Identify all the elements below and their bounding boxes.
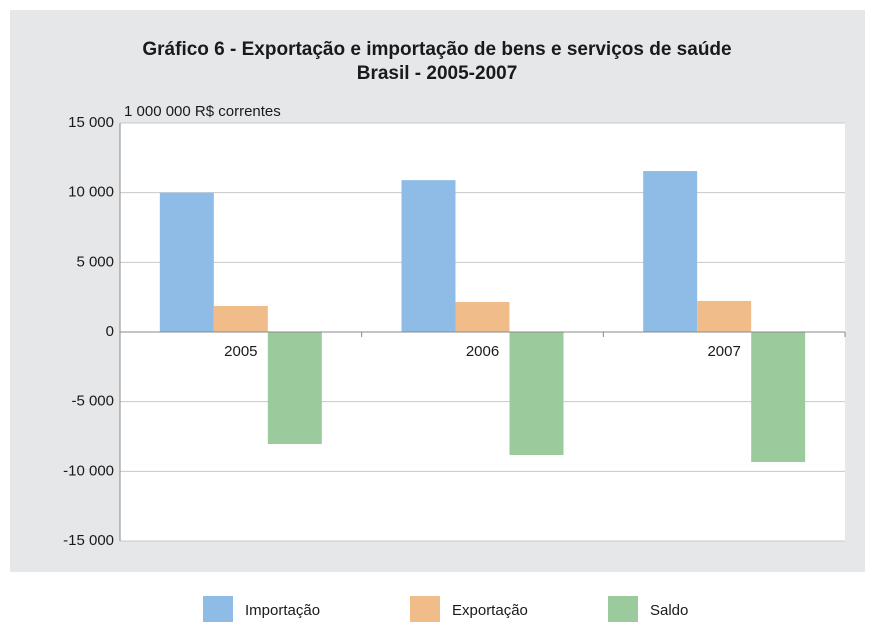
y-tick-label: 0: [106, 323, 114, 340]
bar: [267, 332, 322, 445]
x-tick-label: 2006: [466, 343, 499, 360]
bar: [455, 302, 510, 332]
bar: [697, 300, 752, 332]
x-tick-label: 2005: [224, 343, 257, 360]
bar: [401, 180, 456, 332]
y-tick-label: -5 000: [71, 393, 114, 410]
y-tick-label: -10 000: [63, 462, 114, 479]
chart-title: Gráfico 6 - Exportação e importação de b…: [142, 39, 731, 60]
y-tick-label: -15 000: [63, 532, 114, 549]
bar: [213, 305, 268, 332]
bar: [643, 171, 698, 332]
legend-label: Exportação: [452, 602, 528, 619]
bar: [751, 332, 806, 462]
y-tick-label: 10 000: [68, 184, 114, 201]
chart-subtitle: Brasil - 2005-2007: [357, 63, 518, 84]
legend-swatch: [608, 596, 638, 622]
x-tick-label: 2007: [707, 343, 740, 360]
y-tick-label: 15 000: [68, 114, 114, 131]
y-axis-label: 1 000 000 R$ correntes: [124, 103, 281, 120]
legend-label: Saldo: [650, 602, 688, 619]
bar: [159, 192, 214, 332]
legend-swatch: [410, 596, 440, 622]
y-tick-label: 5 000: [76, 253, 114, 270]
legend-swatch: [203, 596, 233, 622]
legend-label: Importação: [245, 602, 320, 619]
bar: [509, 332, 564, 456]
